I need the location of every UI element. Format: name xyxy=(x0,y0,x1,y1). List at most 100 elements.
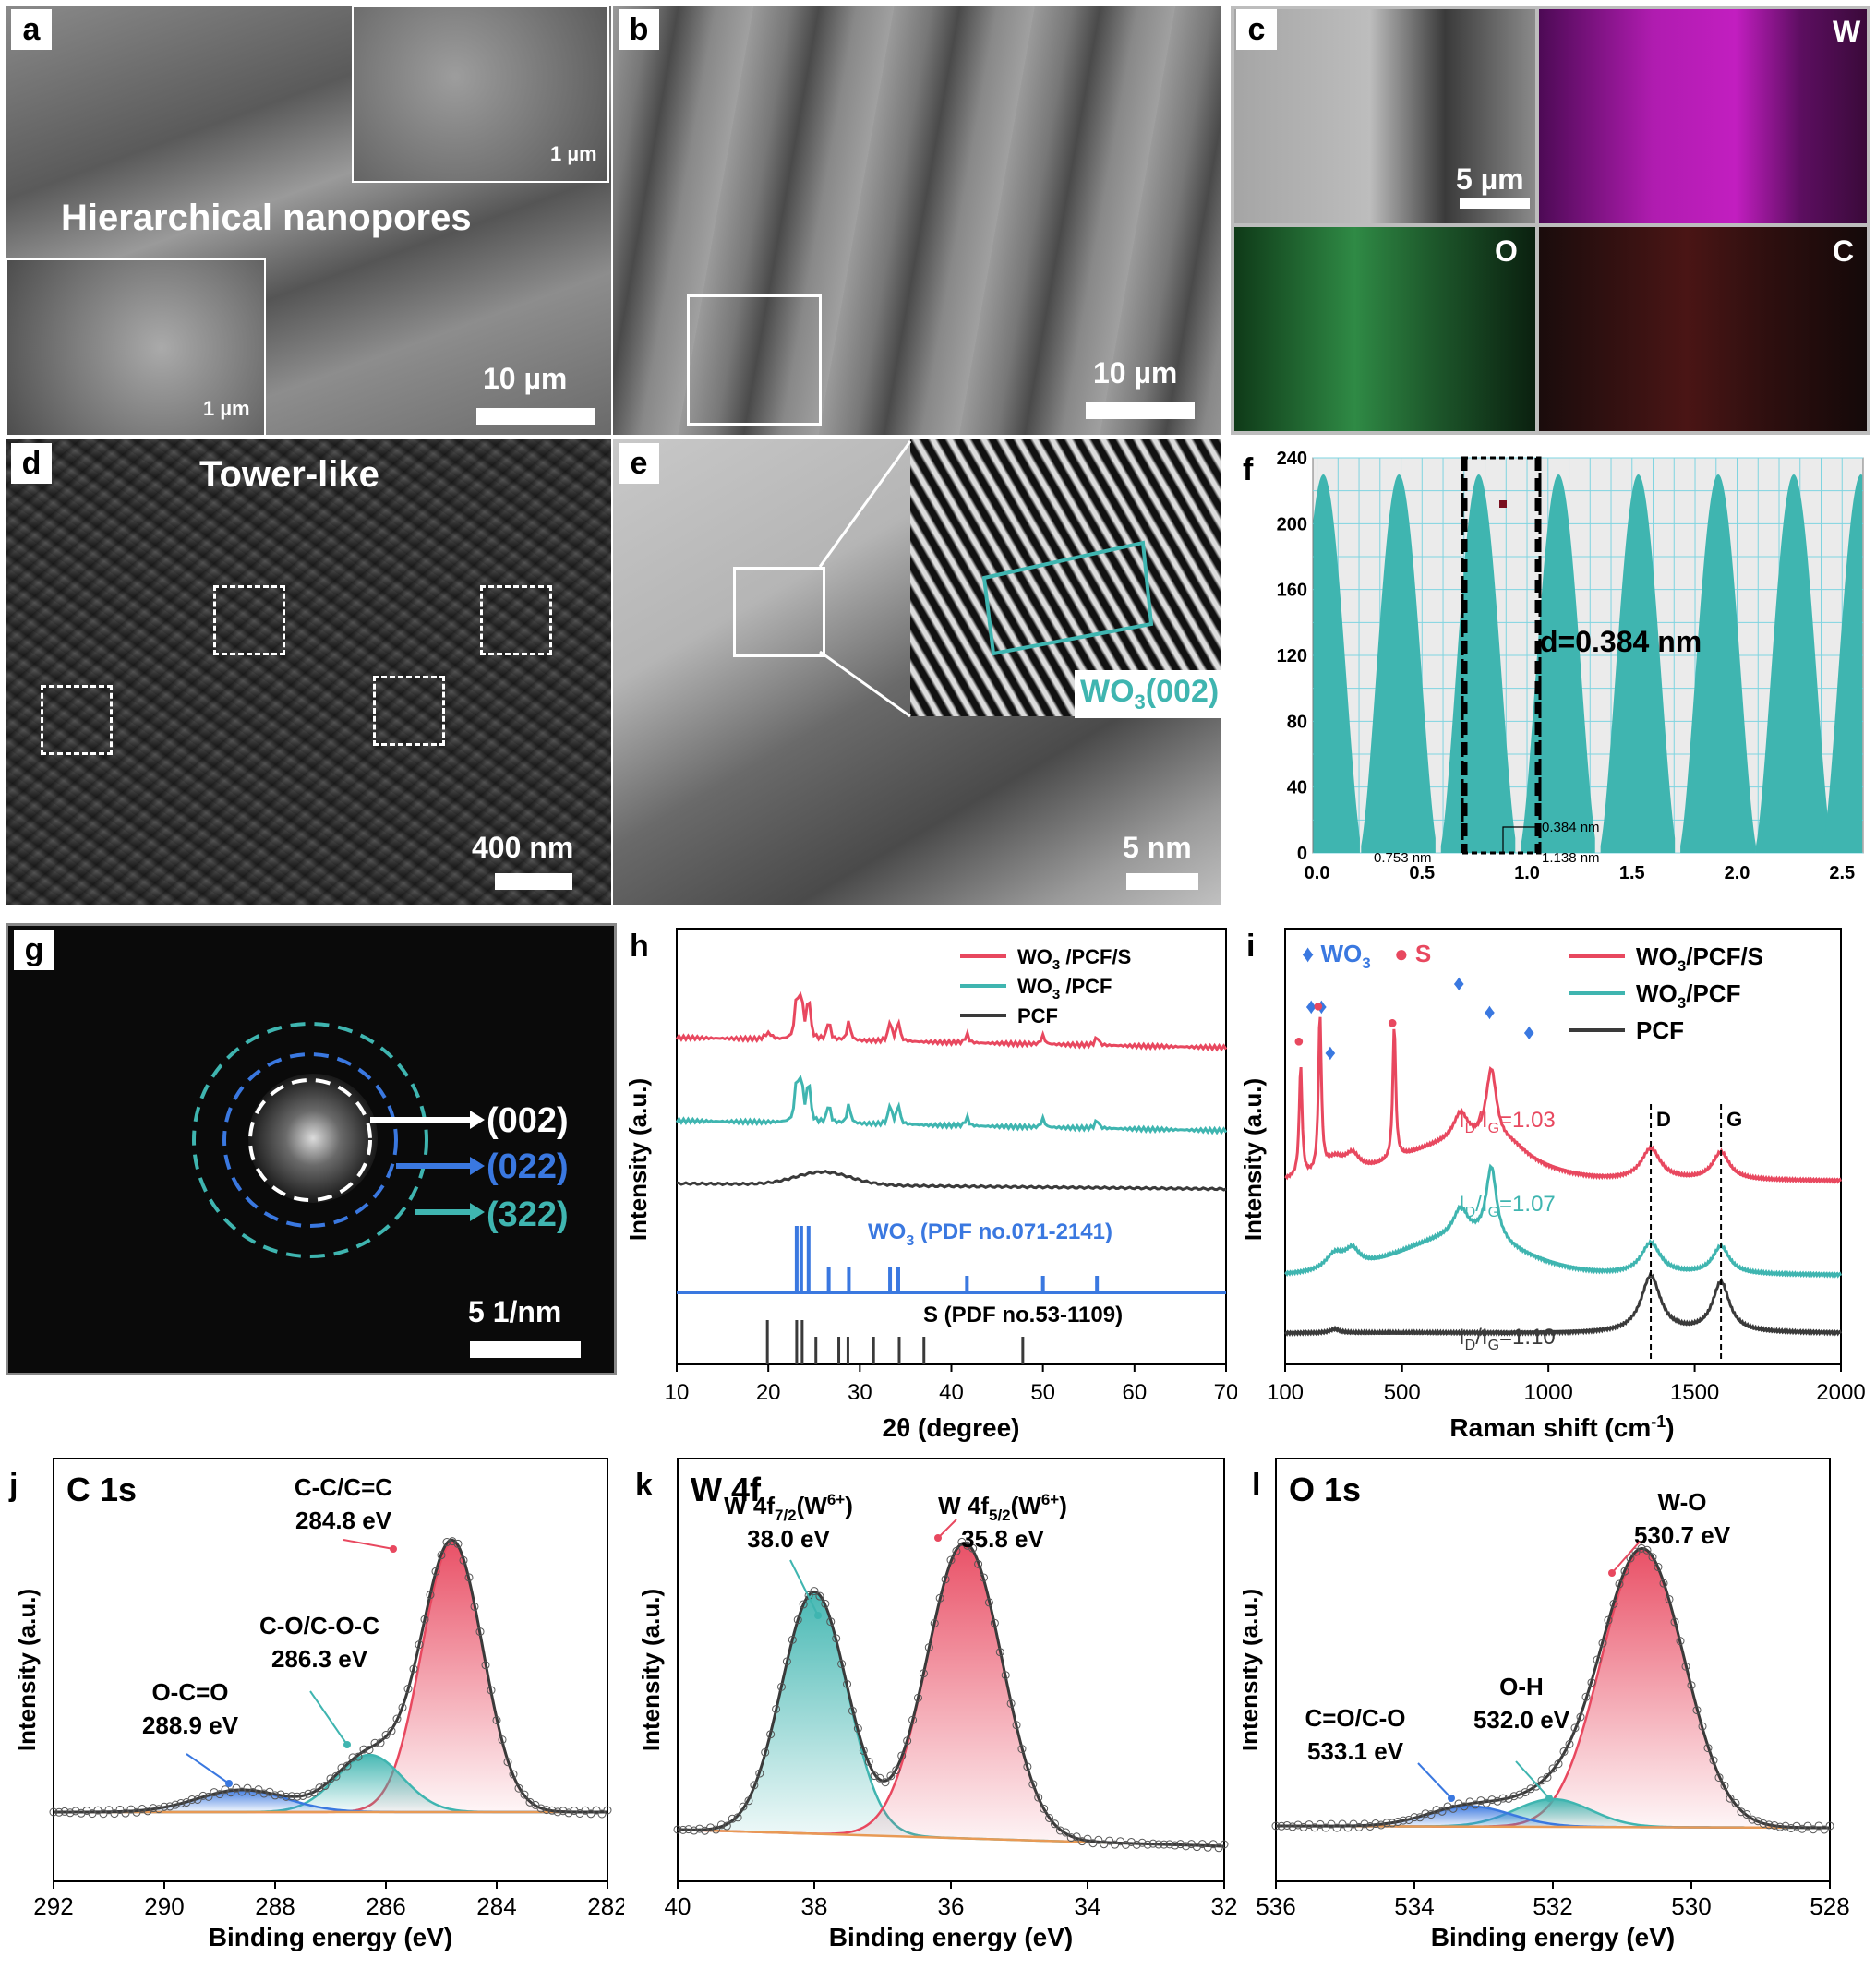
j-chart-arrow-head-2 xyxy=(225,1780,233,1787)
f-xtick-label: 0.5 xyxy=(1409,863,1435,883)
j-chart-arrow-head-1 xyxy=(343,1741,351,1748)
h-xtick-label: 60 xyxy=(1122,1380,1147,1405)
f-xtick-label: 2.0 xyxy=(1725,863,1750,883)
panel-f-peaks xyxy=(1313,474,1863,853)
l-chart-raw-point xyxy=(1764,1820,1774,1830)
l-chart-peak-label-0: W-O xyxy=(1658,1488,1707,1516)
k-chart-raw-point xyxy=(1160,1840,1169,1849)
i-xtick-label: 1500 xyxy=(1670,1380,1719,1405)
panel-e-wo3-plane: (002) xyxy=(1145,674,1220,709)
k-chart-raw-point xyxy=(711,1825,720,1834)
i-idig-label-1: ID/IG=1.07 xyxy=(1459,1192,1556,1220)
k-chart-raw-point xyxy=(1077,1837,1087,1846)
l-chart-raw-point xyxy=(1509,1792,1519,1801)
h-series-line-2 xyxy=(676,1170,1227,1192)
k-chart-raw-point xyxy=(864,1757,873,1766)
j-chart-raw-point xyxy=(376,1738,385,1747)
l-chart-raw-point xyxy=(1681,1662,1690,1671)
panel-d-box-4 xyxy=(373,676,445,746)
panel-a-title: Hierarchical nanopores xyxy=(61,198,472,238)
k-chart-raw-point xyxy=(930,1619,939,1628)
panel-e-wo3-text: WO xyxy=(1080,674,1135,709)
panel-j-xps-chart: j 292 290 288 286 284 282 Binding energy (eV) I… xyxy=(8,1458,624,1951)
panel-i-raman-chart: i D G♦♦♦♦♦♦●●● 100 500 1000 1500 2000 Intensi… xyxy=(1239,928,1866,1442)
l-chart-raw-point xyxy=(1421,1809,1430,1819)
j-chart-raw-point xyxy=(171,1800,180,1809)
l-chart-raw-point xyxy=(1609,1599,1618,1608)
l-chart-raw-point xyxy=(1703,1744,1713,1753)
k-chart-raw-point xyxy=(728,1814,737,1823)
panel-f-marker xyxy=(1499,500,1507,508)
j-chart-component-fill-0 xyxy=(54,1543,607,1812)
j-chart-raw-point xyxy=(320,1782,330,1791)
panel-a-scale-bar xyxy=(476,408,595,425)
k-chart-raw-point xyxy=(1094,1835,1103,1844)
i-wo3-marker: ♦ xyxy=(1484,1000,1495,1025)
panel-k-label: k xyxy=(635,1468,653,1503)
j-chart-raw-point xyxy=(343,1761,352,1771)
k-chart-peak-energy-0: 38.0 eV xyxy=(747,1525,830,1553)
j-chart-raw-point xyxy=(420,1615,429,1624)
f-peak-6 xyxy=(1755,474,1832,853)
panel-f-small-2: 0.753 nm xyxy=(1374,850,1432,866)
l-chart-xlabel: Binding energy (eV) xyxy=(1431,1923,1675,1951)
panel-f-small-3: 1.138 nm xyxy=(1542,850,1600,866)
j-chart-xtick-label: 288 xyxy=(255,1892,295,1920)
k-chart-raw-point xyxy=(684,1825,693,1834)
j-chart-raw-point xyxy=(282,1792,291,1801)
l-chart-raw-point xyxy=(1476,1796,1485,1806)
l-chart-raw-point xyxy=(1426,1810,1436,1819)
panel-e-zoom-lines xyxy=(818,440,1154,718)
l-chart-raw-point xyxy=(1365,1821,1375,1831)
l-chart-raw-point xyxy=(1382,1819,1391,1828)
j-chart-raw-point xyxy=(176,1798,186,1807)
panel-f-measure-lines xyxy=(1502,826,1540,853)
k-chart-raw-point xyxy=(755,1769,764,1778)
panel-b-label: b xyxy=(619,9,659,50)
j-chart-raw-point xyxy=(204,1792,213,1801)
j-chart-raw-point xyxy=(121,1808,130,1818)
j-chart-raw-point xyxy=(359,1745,368,1754)
j-chart-raw-point xyxy=(426,1591,435,1600)
j-chart-component-line-0 xyxy=(54,1541,608,1814)
l-chart-raw-point xyxy=(1388,1819,1397,1828)
j-chart-raw-point xyxy=(60,1807,69,1816)
l-chart-raw-point xyxy=(1377,1820,1386,1830)
panel-k-plot: 40 38 36 34 32 Binding energy (eV) Intensity (… xyxy=(637,1458,1237,1951)
l-chart-raw-point xyxy=(1626,1554,1635,1563)
i-wo3-marker: ♦ xyxy=(1523,1020,1534,1045)
j-chart-peak-energy-2: 288.9 eV xyxy=(142,1711,239,1739)
k-chart-xtick-label: 38 xyxy=(801,1892,828,1920)
j-chart-raw-point xyxy=(387,1726,396,1735)
panel-d-sem-image: d Tower-like 400 nm xyxy=(6,439,611,905)
panel-g-center-glow xyxy=(248,1074,378,1203)
j-chart-raw-point xyxy=(226,1788,235,1797)
k-chart-raw-point xyxy=(848,1706,857,1715)
k-chart-raw-point xyxy=(673,1825,682,1834)
k-chart-raw-point xyxy=(679,1825,688,1834)
panel-f-marked-box xyxy=(1461,456,1542,855)
f-ytick-label: 240 xyxy=(1277,449,1307,469)
k-chart-raw-point xyxy=(875,1773,884,1783)
k-chart-raw-point xyxy=(990,1618,999,1627)
j-chart-xtick-label: 290 xyxy=(144,1892,184,1920)
panel-a-scale-label: 10 µm xyxy=(483,362,568,395)
k-chart-raw-point xyxy=(761,1747,770,1757)
panel-h-ylabel: Intensity (a.u.) xyxy=(624,1078,652,1241)
j-chart-raw-point xyxy=(309,1788,319,1797)
f-peak-4 xyxy=(1600,474,1676,853)
l-chart-raw-point xyxy=(1753,1817,1762,1826)
l-chart-raw-point xyxy=(1642,1545,1652,1555)
k-chart-raw-point xyxy=(776,1682,786,1691)
f-ytick-label: 160 xyxy=(1277,581,1307,601)
j-chart-raw-point xyxy=(66,1808,75,1818)
panel-i-ticks: 100 500 1000 1500 2000 xyxy=(1267,1364,1866,1405)
panel-d-title: Tower-like xyxy=(199,454,379,495)
h-series-line-1 xyxy=(675,1074,1228,1135)
l-chart-raw-point xyxy=(1659,1579,1668,1588)
h-series-line-0 xyxy=(675,990,1228,1052)
k-chart-raw-point xyxy=(1050,1819,1059,1829)
k-chart-raw-point xyxy=(793,1615,802,1625)
l-chart-raw-point xyxy=(1748,1815,1757,1824)
